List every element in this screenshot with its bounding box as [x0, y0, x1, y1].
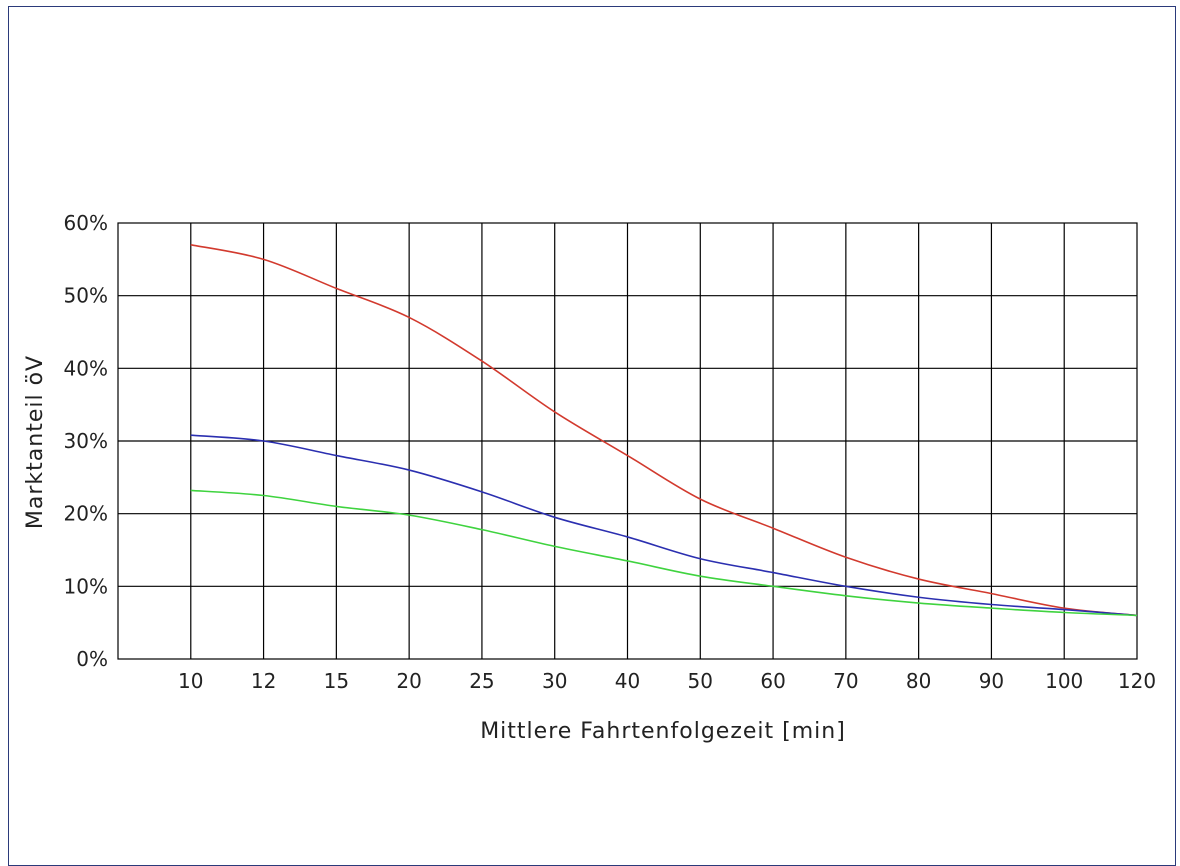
y-tick-labels: 0% 10% 20% 30% 40% 50% 60%	[64, 211, 108, 671]
grid	[117, 222, 1138, 660]
x-tick-label: 120	[1118, 669, 1156, 693]
series-line-1	[190, 244, 1138, 617]
x-tick-label: 12	[251, 669, 276, 693]
x-tick-label: 60	[760, 669, 785, 693]
series-lines	[190, 244, 1138, 617]
x-tick-label: 25	[469, 669, 494, 693]
y-tick-label: 50%	[64, 284, 108, 308]
x-tick-label: 50	[688, 669, 713, 693]
x-tick-label: 20	[396, 669, 421, 693]
x-axis-title: Mittlere Fahrtenfolgezeit [min]	[480, 719, 846, 744]
y-tick-label: 20%	[64, 502, 108, 526]
y-tick-label: 40%	[64, 356, 108, 380]
x-tick-labels: 10 12 15 20 25 30 40 50 60 70 80 90 100 120	[178, 669, 1156, 693]
series-line-3	[190, 489, 1138, 617]
x-tick-label: 10	[178, 669, 203, 693]
x-tick-label: 90	[979, 669, 1004, 693]
x-tick-label: 70	[833, 669, 858, 693]
line-chart: 0% 10% 20% 30% 40% 50% 60% 10 12 15 20 25 30 40 50 60 7…	[23, 211, 1156, 744]
series-line-2	[190, 434, 1138, 617]
y-tick-label: 30%	[64, 429, 108, 453]
x-tick-label: 100	[1045, 669, 1083, 693]
x-tick-label: 15	[324, 669, 349, 693]
x-tick-label: 30	[542, 669, 567, 693]
y-tick-label: 60%	[64, 211, 108, 235]
y-axis-title: Marktanteil öV	[23, 355, 48, 529]
x-tick-label: 80	[906, 669, 931, 693]
y-tick-label: 0%	[76, 647, 108, 671]
y-tick-label: 10%	[64, 574, 108, 598]
x-tick-label: 40	[615, 669, 640, 693]
